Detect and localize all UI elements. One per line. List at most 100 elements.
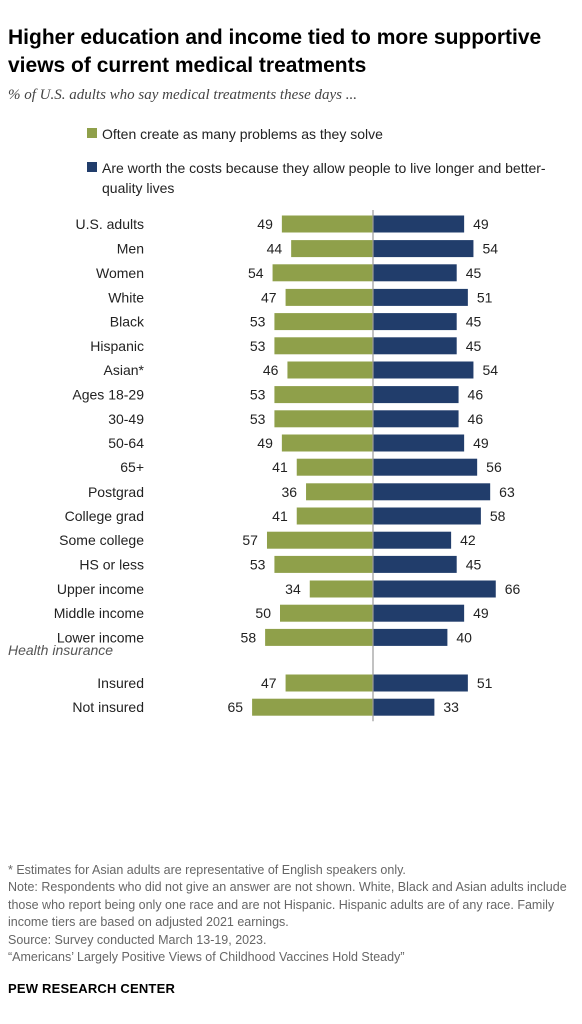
bar-worth [373,288,468,306]
value-label-problems: 53 [250,411,266,427]
bar-problems [291,240,373,258]
category-label: Asian* [104,362,145,378]
value-label-worth: 46 [468,387,484,403]
note-source: Source: Survey conducted March 13-19, 20… [8,932,267,947]
value-label-worth: 45 [466,556,482,572]
legend-swatch-worth [87,162,97,172]
chart-title: Higher education and income tied to more… [8,26,542,77]
value-label-worth: 45 [466,338,482,354]
bar-worth [373,604,465,622]
value-label-problems: 50 [255,605,271,621]
bar-worth [373,434,465,452]
value-label-worth: 45 [466,265,482,281]
value-label-worth: 49 [473,435,489,451]
value-label-problems: 53 [250,387,266,403]
bar-worth [373,507,481,525]
category-label: Middle income [54,605,144,621]
category-label: Men [117,241,144,257]
bar-worth [373,674,468,692]
value-label-worth: 51 [477,675,493,691]
bar-problems [274,386,373,404]
bar-worth [373,628,448,646]
legend-swatch-problems [87,128,97,138]
value-label-worth: 42 [460,532,476,548]
bar-worth [373,386,459,404]
category-label: Postgrad [88,484,144,500]
bar-worth [373,580,496,598]
bar-problems [281,434,373,452]
bar-problems [287,361,373,379]
value-label-worth: 40 [456,629,472,645]
value-label-problems: 53 [250,556,266,572]
bar-problems [265,628,373,646]
value-label-problems: 49 [257,435,273,451]
pew-logo-text: PEW RESEARCH CENTER [8,981,176,996]
bar-worth [373,483,491,501]
value-label-worth: 33 [443,699,459,715]
bar-problems [306,483,373,501]
category-label: Black [110,314,145,330]
legend-label-problems: Often create as many problems as they so… [102,126,383,142]
value-label-problems: 41 [272,508,288,524]
value-label-worth: 45 [466,314,482,330]
value-label-worth: 54 [482,241,498,257]
category-label: Hispanic [90,338,144,354]
bar-worth [373,698,435,716]
bar-problems [280,604,373,622]
value-label-worth: 49 [473,605,489,621]
value-label-problems: 34 [285,581,301,597]
legend-label-worth: Are worth the costs because they allow p… [102,160,546,196]
value-label-worth: 46 [468,411,484,427]
category-label: U.S. adults [76,216,144,232]
bar-worth [373,240,474,258]
category-label: College grad [65,508,144,524]
chart-subtitle: % of U.S. adults who say medical treatme… [8,87,357,103]
category-label: HS or less [79,556,144,572]
category-label: Women [96,265,144,281]
value-label-problems: 53 [250,338,266,354]
category-label: 50-64 [108,435,144,451]
category-label: Not insured [72,699,144,715]
category-label: 30-49 [108,411,144,427]
category-label: Some college [59,532,144,548]
bar-worth [373,458,478,476]
value-label-problems: 53 [250,314,266,330]
note-report-title: “Americans’ Largely Positive Views of Ch… [8,950,405,965]
bar-worth [373,337,457,355]
category-label: Insured [97,675,144,691]
bar-worth [373,264,457,282]
bar-problems [281,215,373,233]
value-label-problems: 49 [257,216,273,232]
value-label-problems: 44 [267,241,283,257]
bar-problems [274,410,373,428]
group-label: Health insurance [8,642,113,658]
bar-worth [373,531,452,549]
value-label-worth: 51 [477,289,493,305]
value-label-problems: 47 [261,675,277,691]
bar-worth [373,410,459,428]
value-label-worth: 66 [505,581,521,597]
bar-problems [252,698,373,716]
value-label-problems: 36 [281,484,297,500]
bar-worth [373,361,474,379]
value-label-worth: 58 [490,508,506,524]
bar-worth [373,313,457,331]
bar-problems [309,580,373,598]
category-label: Upper income [57,581,144,597]
value-label-problems: 54 [248,265,264,281]
bar-problems [285,288,373,306]
bar-problems [296,458,373,476]
value-label-worth: 63 [499,484,515,500]
value-label-problems: 41 [272,459,288,475]
value-label-worth: 56 [486,459,502,475]
note-asian: * Estimates for Asian adults are represe… [8,863,406,877]
bar-problems [296,507,373,525]
bar-worth [373,555,457,573]
note-respondents: Note: Respondents who did not give an an… [8,880,567,930]
value-label-problems: 46 [263,362,279,378]
bar-problems [266,531,373,549]
category-label: Ages 18-29 [72,387,144,403]
category-label: 65+ [120,459,144,475]
bar-worth [373,215,465,233]
